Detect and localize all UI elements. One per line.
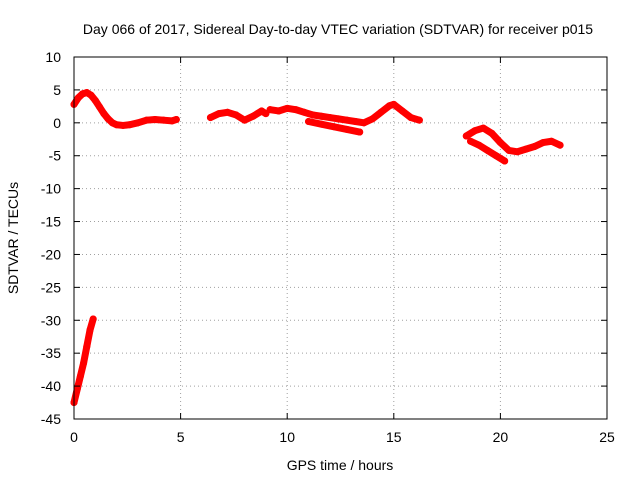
data-point <box>151 116 159 124</box>
data-point <box>215 110 223 118</box>
data-point <box>100 110 108 118</box>
x-axis-label: GPS time / hours <box>287 457 394 473</box>
data-point <box>415 116 423 124</box>
data-point <box>467 137 475 145</box>
series-arc-2 <box>206 107 270 124</box>
data-point <box>83 343 91 351</box>
y-tick-label: -40 <box>41 378 61 394</box>
data-point <box>475 141 483 149</box>
data-point <box>87 91 95 99</box>
data-point <box>91 96 99 104</box>
x-tick-label: 20 <box>493 429 509 445</box>
data-point <box>73 385 81 393</box>
data-point <box>351 118 359 126</box>
data-point <box>113 121 121 129</box>
x-tick-label: 15 <box>386 429 402 445</box>
y-tick-label: -30 <box>41 312 61 328</box>
data-point <box>556 141 564 149</box>
data-point <box>522 145 530 153</box>
data-point <box>548 137 556 145</box>
x-tick-label: 10 <box>279 429 295 445</box>
data-series <box>70 89 564 407</box>
data-point <box>142 116 150 124</box>
data-point <box>305 118 313 126</box>
series-arc-3 <box>266 100 423 127</box>
data-point <box>356 128 364 136</box>
data-point <box>275 107 283 115</box>
data-point <box>249 112 257 120</box>
chart-title: Day 066 of 2017, Sidereal Day-to-day VTE… <box>83 21 593 37</box>
data-point <box>501 157 509 165</box>
data-point <box>89 315 97 323</box>
y-tick-label: -15 <box>41 214 61 230</box>
grid-lines <box>74 57 607 419</box>
data-point <box>479 124 487 132</box>
y-tick-label: 0 <box>53 115 61 131</box>
series-arc-4b <box>467 137 509 165</box>
x-tick-label: 25 <box>599 429 615 445</box>
series-arc-3b <box>305 118 364 136</box>
data-point <box>462 132 470 140</box>
data-point <box>119 121 127 129</box>
data-point <box>484 146 492 154</box>
data-point <box>326 114 334 122</box>
y-tick-label: -20 <box>41 246 61 262</box>
data-point <box>488 129 496 137</box>
data-point <box>292 106 300 114</box>
axis-ticks: 0 5 10 15 20 25 10 5 0 -5 -10 -15 -20 -25 -30 -35 -40 -45 <box>41 49 615 445</box>
y-tick-label: -35 <box>41 345 61 361</box>
data-point <box>266 106 274 114</box>
data-point <box>134 119 142 127</box>
data-point <box>377 108 385 116</box>
data-point <box>76 372 84 380</box>
data-point <box>360 119 368 127</box>
data-point <box>390 100 398 108</box>
data-point <box>160 116 168 124</box>
y-tick-label: -45 <box>41 411 61 427</box>
data-point <box>398 107 406 115</box>
data-point <box>343 125 351 133</box>
data-point <box>96 103 104 111</box>
data-point <box>317 120 325 128</box>
data-point <box>334 115 342 123</box>
x-tick-label: 5 <box>177 429 185 445</box>
data-point <box>283 104 291 112</box>
data-point <box>125 121 133 129</box>
y-tick-label: -25 <box>41 279 61 295</box>
data-point <box>531 143 539 151</box>
y-tick-label: -5 <box>49 148 62 164</box>
y-tick-label: -10 <box>41 181 61 197</box>
data-point <box>407 114 415 122</box>
data-point <box>317 112 325 120</box>
y-tick-label: 5 <box>53 82 61 98</box>
data-point <box>492 152 500 160</box>
data-point <box>232 111 240 119</box>
data-point <box>86 326 94 334</box>
data-point <box>172 116 180 124</box>
y-tick-label: 10 <box>45 49 61 65</box>
series-arc-1 <box>70 89 180 129</box>
y-axis-label: SDTVAR / TECUs <box>5 182 21 294</box>
data-point <box>309 111 317 119</box>
data-point <box>539 139 547 147</box>
data-point <box>343 116 351 124</box>
plot-frame <box>73 56 608 420</box>
data-point <box>471 127 479 135</box>
data-point <box>496 139 504 147</box>
series-arc-4 <box>462 124 564 156</box>
data-point <box>241 116 249 124</box>
data-point <box>300 108 308 116</box>
data-point <box>368 115 376 123</box>
series-ramp <box>70 315 97 407</box>
data-point <box>80 359 88 367</box>
data-point <box>513 148 521 156</box>
data-point <box>224 108 232 116</box>
x-tick-label: 0 <box>70 429 78 445</box>
data-point <box>206 114 214 122</box>
data-point <box>505 146 513 154</box>
data-point <box>330 123 338 131</box>
